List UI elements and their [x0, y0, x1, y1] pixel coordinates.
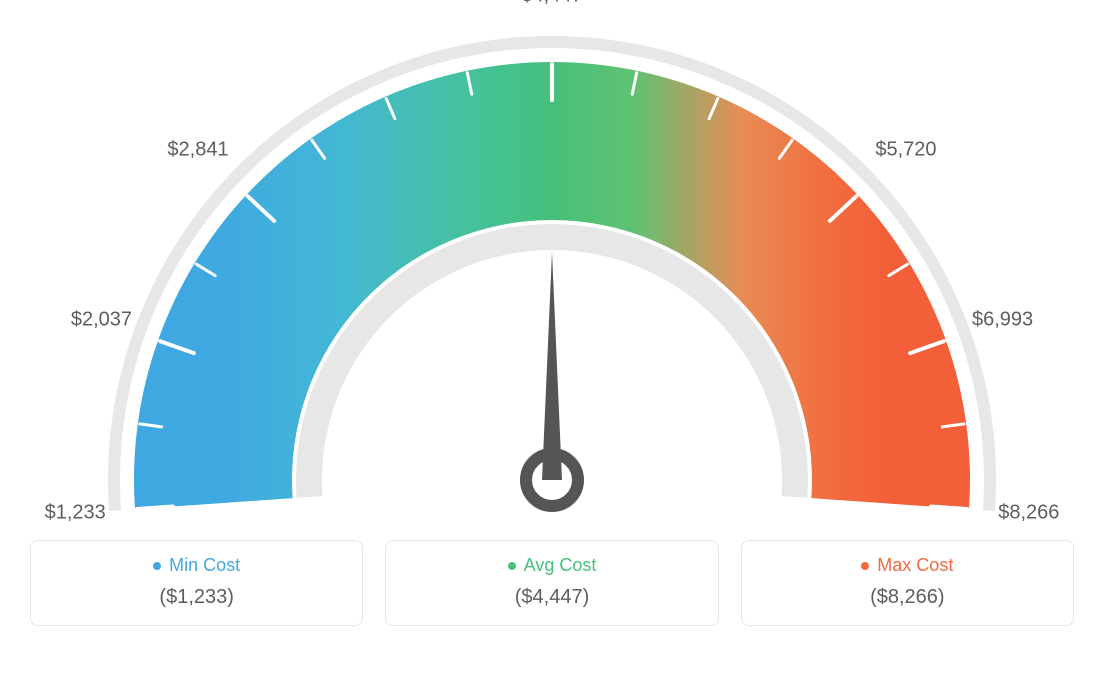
- legend-dot-icon: [861, 562, 869, 570]
- legend-title: Avg Cost: [508, 555, 597, 576]
- gauge-chart: $1,233 $2,037 $2,841 $4,447 $5,720 $6,993 $8,2…: [0, 0, 1104, 540]
- tick-label: $8,266: [998, 502, 1059, 525]
- tick-label: $5,720: [875, 138, 936, 161]
- tick-major: [137, 507, 173, 510]
- tick-label: $1,233: [45, 502, 106, 525]
- tick-major: [931, 507, 967, 510]
- tick-label: $4,447: [521, 0, 582, 8]
- gauge-needle: [542, 252, 562, 480]
- legend-card: Max Cost ($8,266): [741, 540, 1074, 626]
- legend-title: Max Cost: [861, 555, 953, 576]
- gauge-svg: [0, 0, 1104, 540]
- legend-value: ($8,266): [752, 586, 1063, 609]
- chart-wrap: $1,233 $2,037 $2,841 $4,447 $5,720 $6,993 $8,2…: [0, 0, 1104, 690]
- tick-label: $2,037: [71, 309, 132, 332]
- legend-value: ($4,447): [396, 586, 707, 609]
- legend-card: Min Cost ($1,233): [30, 540, 363, 626]
- legend-row: Min Cost ($1,233) Avg Cost ($4,447) Max Cost…: [30, 540, 1074, 626]
- legend-title-text: Min Cost: [169, 555, 240, 576]
- legend-title: Min Cost: [153, 555, 240, 576]
- legend-title-text: Avg Cost: [524, 555, 597, 576]
- legend-title-text: Max Cost: [877, 555, 953, 576]
- tick-label: $2,841: [167, 138, 228, 161]
- tick-label: $6,993: [972, 309, 1033, 332]
- legend-card: Avg Cost ($4,447): [385, 540, 718, 626]
- legend-dot-icon: [153, 562, 161, 570]
- legend-value: ($1,233): [41, 586, 352, 609]
- legend-dot-icon: [508, 562, 516, 570]
